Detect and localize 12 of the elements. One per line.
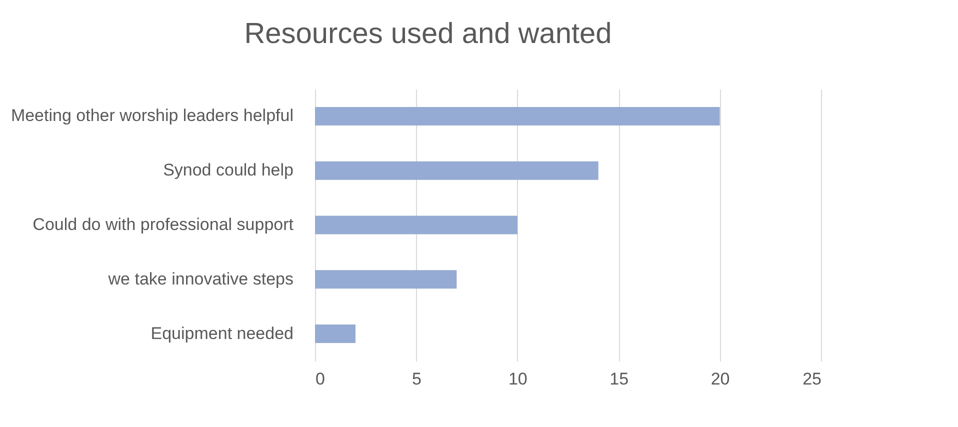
x-tick-label: 10 [508, 370, 528, 388]
y-tick-label: Could do with professional support [32, 215, 294, 234]
x-tick-label: 15 [610, 370, 629, 388]
y-tick-label: Equipment needed [150, 324, 294, 343]
x-tick-label: 25 [802, 370, 822, 388]
x-tick-label: 20 [710, 370, 730, 388]
x-tick-label: 5 [412, 370, 422, 388]
y-tick-label: we take innovative steps [107, 269, 294, 288]
y-tick-label: Meeting other worship leaders helpful [10, 106, 294, 126]
chart-title: Resources used and wanted [244, 18, 612, 50]
x-tick-label: 0 [316, 370, 325, 388]
y-tick-label: Synod could help [163, 160, 294, 180]
